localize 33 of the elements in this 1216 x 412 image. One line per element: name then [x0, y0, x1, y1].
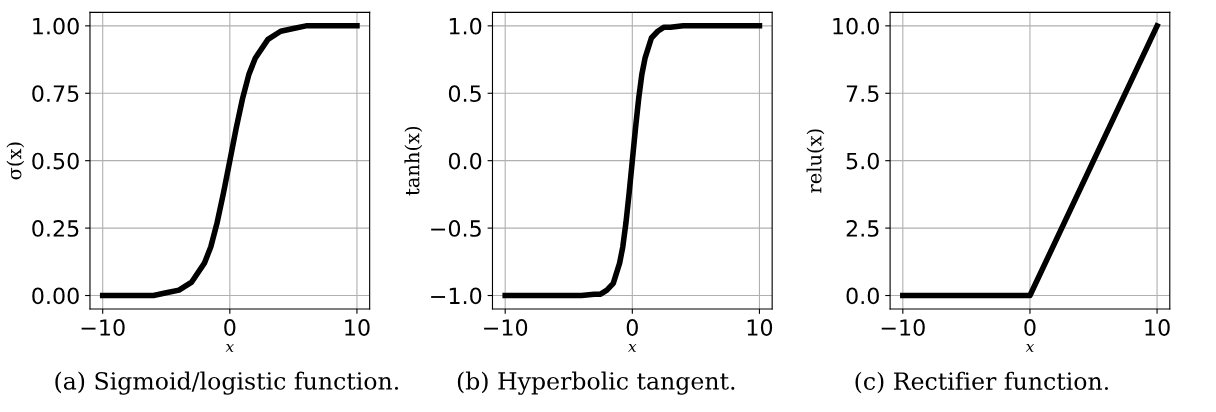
x-tick-label: −10 [81, 319, 125, 336]
y-tick-label: 0.0 [846, 287, 879, 305]
x-axis-title: x [225, 343, 234, 352]
text: (b) Hyperbolic tangent. [457, 371, 735, 395]
y-tick-label: −0.5 [431, 220, 481, 237]
y-tick-label: 0.50 [32, 152, 79, 170]
x-tick-label: 10 [1145, 319, 1170, 336]
x-tick-label: 10 [345, 319, 370, 336]
y-tick-label: 7.5 [846, 85, 879, 103]
x-tick-label: 0 [1024, 319, 1036, 336]
y-tick-label: 0.75 [32, 85, 79, 103]
x-tick-label: 10 [747, 319, 773, 336]
y-tick-label: −1.0 [431, 287, 482, 305]
text: (c) Rectifier function. [855, 371, 1108, 394]
y-axis-title: tanh(x) [404, 126, 423, 196]
x-axis-title: x [628, 343, 637, 352]
y-axis-title: σ(x) [6, 142, 25, 180]
y-tick-label: 0.25 [32, 220, 79, 237]
x-tick-label: 0 [626, 319, 638, 336]
x-tick-label: −10 [484, 319, 528, 336]
y-tick-label: 1.0 [449, 17, 482, 35]
y-tick-label: 0.5 [448, 85, 481, 103]
x-tick-label: −10 [881, 319, 925, 336]
y-tick-label: 0.00 [32, 287, 79, 305]
y-tick-label: 2.5 [846, 220, 879, 237]
y-tick-label: 0.0 [448, 152, 482, 170]
y-axis-title: relu(x) [806, 129, 825, 193]
text: (a) Sigmoid/logistic function. [55, 371, 399, 395]
y-tick-label: 10.0 [833, 17, 879, 35]
y-tick-label: 1.00 [33, 17, 79, 35]
y-tick-label: 5.0 [846, 152, 879, 170]
x-axis-title: x [1025, 343, 1035, 352]
x-tick-label: 0 [224, 319, 236, 336]
